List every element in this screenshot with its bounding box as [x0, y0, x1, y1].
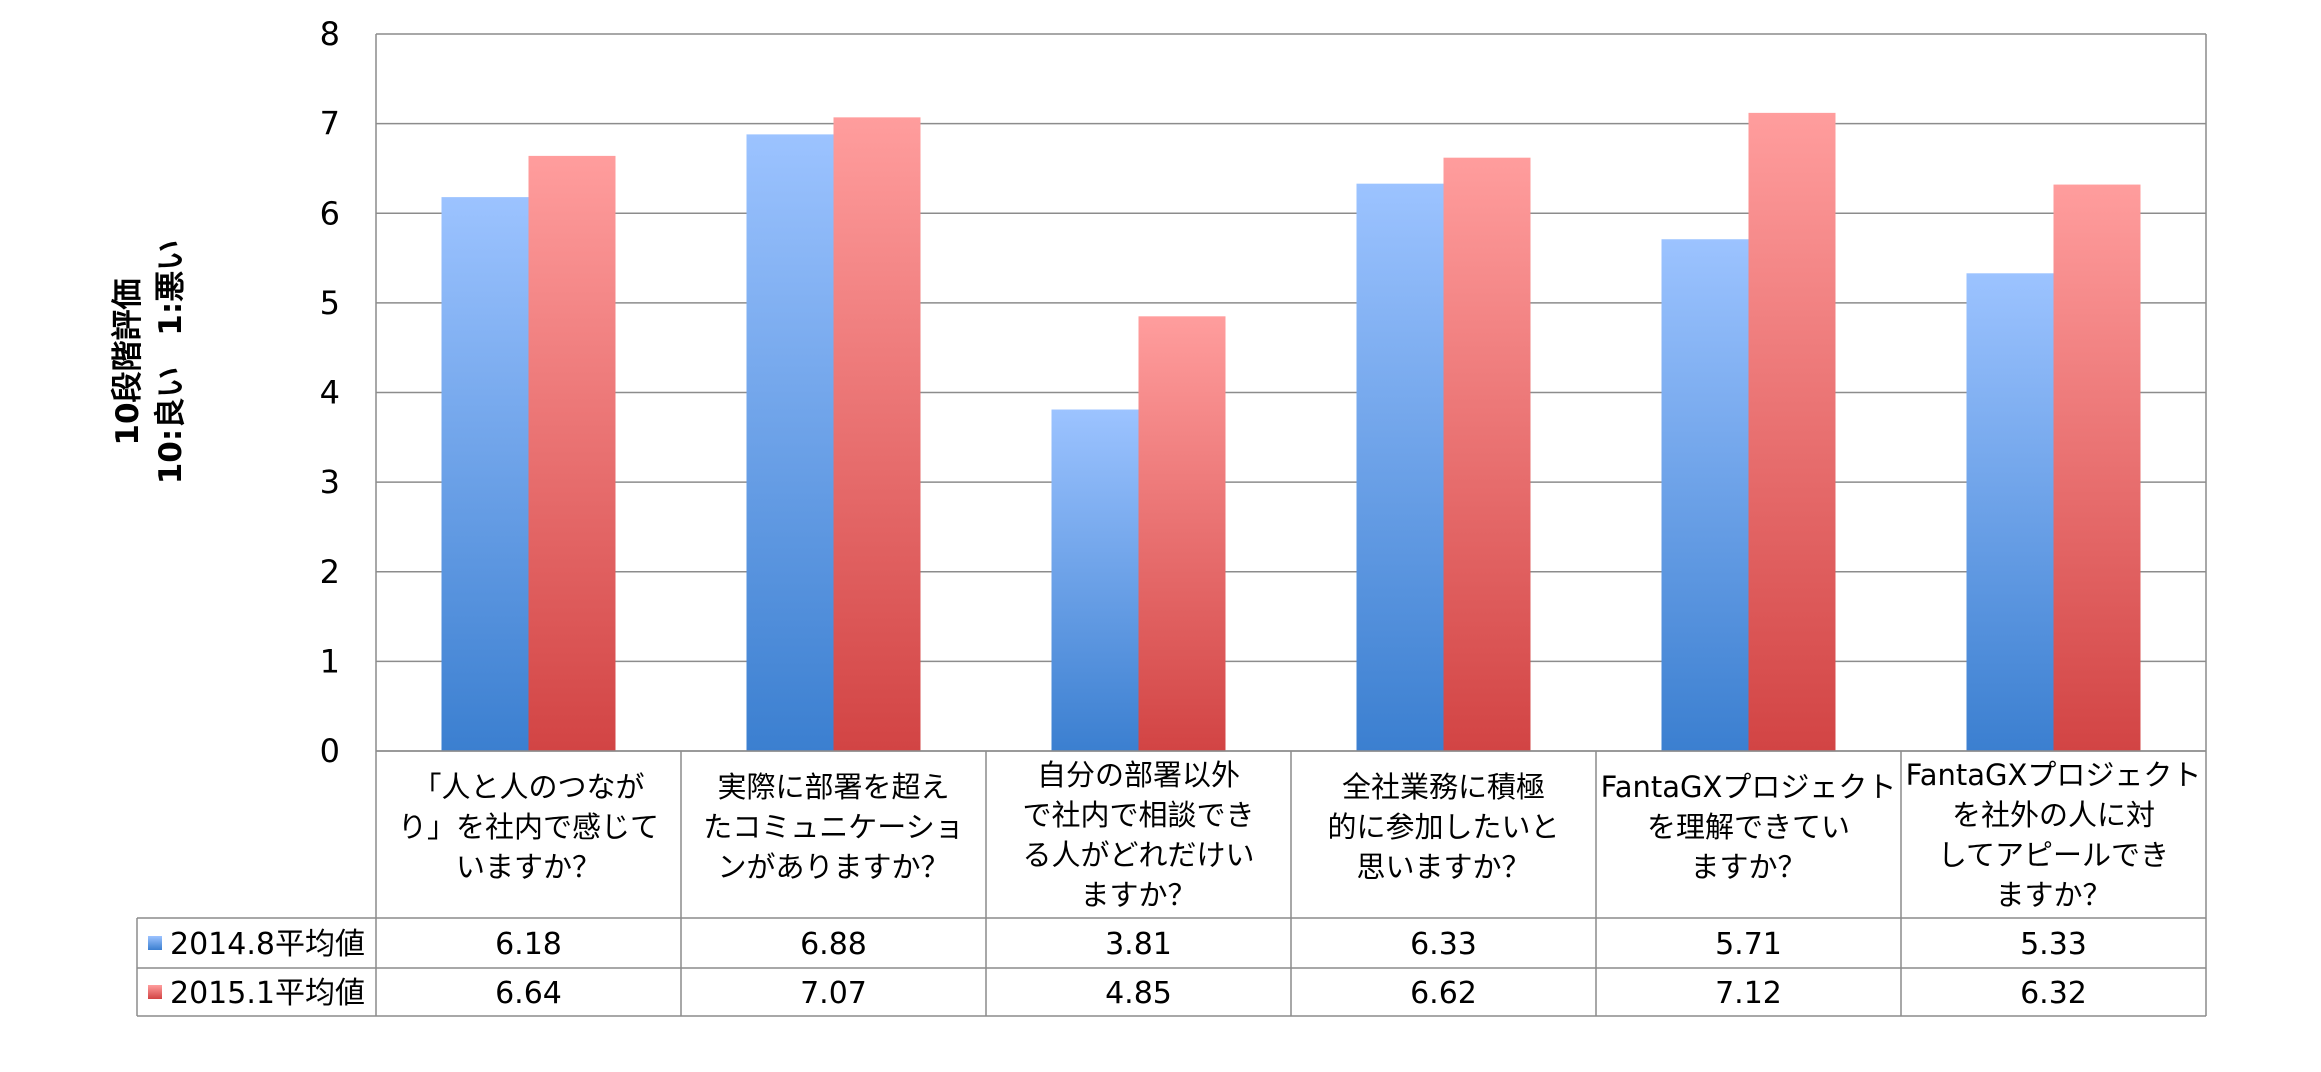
bar-series1 — [1661, 239, 1749, 751]
bar-series2 — [833, 117, 921, 751]
category-label: り」を社内で感じて — [398, 810, 659, 844]
bar-series1 — [441, 197, 529, 751]
category-label: ますか？ — [1690, 850, 1806, 884]
y-tick-label: 2 — [320, 553, 340, 591]
legend-label: 2014.8平均値 — [170, 927, 365, 962]
bar-series2 — [1443, 157, 1531, 751]
y-axis-title-line: 10:良い 1:悪い — [153, 240, 189, 485]
y-tick-label: 1 — [320, 642, 340, 680]
category-label: で社内で相談でき — [1022, 798, 1254, 832]
table-value: 4.85 — [1105, 976, 1172, 1011]
y-axis-label: 10段階評価 10:良い 1:悪い — [110, 240, 189, 485]
bars — [441, 112, 2141, 752]
category-label: ますか？ — [1995, 878, 2111, 912]
legend-label: 2015.1平均値 — [170, 976, 365, 1011]
legend-key-series1 — [148, 936, 162, 950]
table-value: 6.62 — [1410, 976, 1477, 1011]
category-label: る人がどれだけい — [1022, 838, 1254, 872]
category-label: を社外の人に対 — [1952, 798, 2155, 832]
y-axis-ticks: 0 1 2 3 4 5 6 7 8 — [320, 15, 340, 770]
category-label: いますか？ — [456, 850, 601, 884]
y-tick-label: 8 — [320, 15, 340, 53]
category-label: 自分の部署以外 — [1037, 758, 1240, 792]
table-value: 6.32 — [2020, 976, 2087, 1011]
category-label: ますか？ — [1080, 878, 1196, 912]
legend-key-series2 — [148, 985, 162, 999]
table-value: 6.88 — [800, 927, 867, 962]
y-tick-label: 3 — [320, 463, 340, 501]
table-value: 5.33 — [2020, 927, 2087, 962]
y-tick-label: 7 — [320, 105, 340, 143]
category-label: 実際に部署を超え — [717, 770, 949, 804]
category-label: 思いますか？ — [1356, 850, 1530, 884]
y-tick-label: 4 — [320, 374, 340, 412]
bar-series1 — [1051, 409, 1139, 751]
bar-series1 — [746, 134, 834, 751]
bar-series2 — [1748, 112, 1836, 752]
table-value: 6.33 — [1410, 927, 1477, 962]
bar-series2 — [528, 155, 616, 751]
category-label: FantaGXプロジェクト — [1906, 758, 2202, 792]
category-label: ンがありますか？ — [717, 850, 949, 884]
bar-series2 — [2053, 184, 2141, 751]
table-value: 6.64 — [495, 976, 562, 1011]
category-label: 「人と人のつなが — [412, 770, 644, 804]
bar-series2 — [1138, 316, 1226, 751]
table-value: 7.12 — [1715, 976, 1782, 1011]
category-label: FantaGXプロジェクト — [1601, 770, 1897, 804]
table-value: 5.71 — [1715, 927, 1782, 962]
category-label: 全社業務に積極 — [1342, 770, 1545, 804]
gridlines — [375, 33, 2207, 1016]
category-label: を理解できてい — [1647, 810, 1850, 844]
bar-series1 — [1966, 273, 2054, 751]
y-tick-label: 0 — [320, 732, 340, 770]
category-label: 的に参加したいと — [1327, 810, 1559, 844]
y-axis-title-line: 10段階評価 — [110, 278, 146, 445]
table-value: 7.07 — [800, 976, 867, 1011]
table-value: 3.81 — [1105, 927, 1172, 962]
table-value: 6.18 — [495, 927, 562, 962]
y-tick-label: 6 — [320, 194, 340, 232]
bar-series1 — [1356, 183, 1444, 751]
category-label: たコミュニケーショ — [703, 810, 963, 844]
category-label: してアピールでき — [1938, 838, 2169, 872]
y-tick-label: 5 — [320, 284, 340, 322]
